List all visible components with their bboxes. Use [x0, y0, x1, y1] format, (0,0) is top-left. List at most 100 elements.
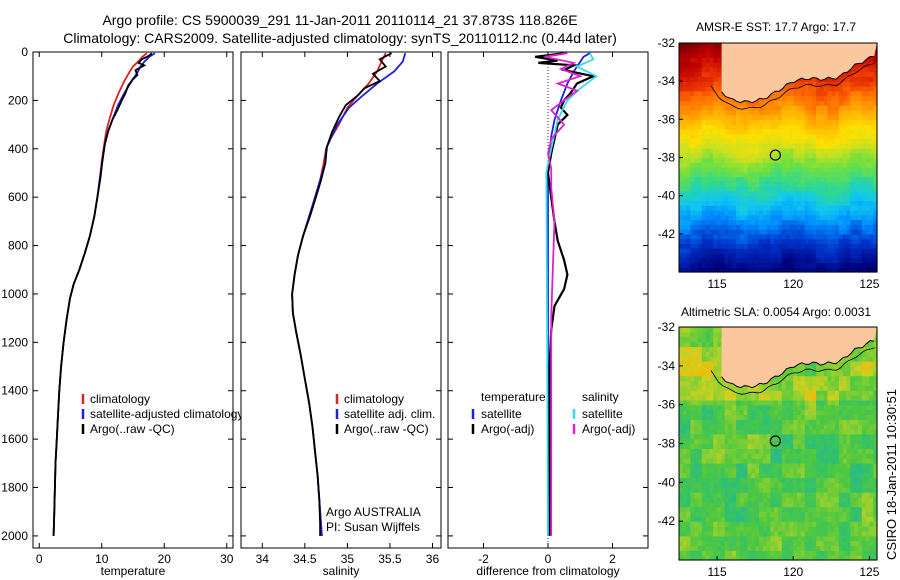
sst_map-cell — [755, 119, 760, 125]
sst_map-cell — [835, 85, 840, 92]
sst_map-cell — [747, 176, 752, 182]
sst_map-cell — [720, 143, 726, 149]
sst_map-cell — [858, 205, 863, 211]
sst_map-cell — [679, 181, 684, 187]
sst_map-cell — [808, 171, 813, 178]
sst_map-cell — [705, 200, 711, 206]
sst_map-cell — [762, 157, 768, 163]
sst_map-cell — [789, 181, 794, 187]
sst_map-cell — [739, 138, 745, 144]
sst_map-cell — [812, 190, 817, 197]
sla_map-cell — [819, 492, 825, 498]
sst_map-cell — [835, 205, 840, 211]
sst_map-cell — [694, 143, 699, 149]
sst_map-cell — [679, 66, 684, 73]
sla_map-cell — [717, 526, 722, 532]
sla_map-cell — [755, 414, 760, 420]
sla_map-cell — [797, 511, 802, 517]
sla_map-cell — [728, 540, 733, 547]
sla_map-cell — [739, 414, 745, 420]
sla_map-cell — [679, 375, 684, 381]
sst_map-cell — [690, 138, 695, 144]
sst_map-cell — [709, 238, 714, 244]
sst_map-cell — [679, 243, 684, 249]
sla_map-cell — [751, 433, 756, 440]
sla_map-cell — [823, 370, 829, 377]
sla_map-cell — [736, 458, 741, 464]
sla_map-cell — [686, 375, 691, 381]
sla_map-cell — [842, 433, 848, 440]
sla_map-cell — [816, 370, 821, 377]
sla_map-cell — [759, 482, 764, 488]
sst_map-cell — [682, 90, 688, 97]
sla_map-cell — [732, 458, 737, 464]
sla_map-cell — [717, 501, 722, 508]
sla_map-cell — [728, 501, 733, 508]
sst_map-cell — [823, 205, 829, 211]
sst_map-cell — [804, 176, 810, 182]
sla_map-cell — [838, 472, 844, 479]
sst_map-cell — [698, 119, 703, 125]
sst_map-cell — [698, 262, 703, 268]
sla_map-cell — [728, 496, 733, 503]
sst_map-cell — [686, 119, 691, 125]
sla_map-cell — [854, 472, 859, 479]
sst_map-cell — [873, 233, 878, 240]
sst_map-cell — [831, 210, 836, 216]
sla_map-cell — [846, 365, 851, 372]
sst_map-cell — [739, 176, 745, 182]
sla_map-cell — [755, 550, 760, 556]
sst_map-cell — [739, 109, 745, 116]
sla_map-cell — [720, 530, 726, 537]
sla_map-cell — [732, 419, 737, 425]
sst_map-cell — [686, 66, 691, 73]
sla_map-cell — [785, 433, 790, 440]
sst_map-cell — [766, 119, 771, 125]
sst_map-cell — [701, 205, 707, 211]
sla_map-cell — [797, 550, 802, 556]
sla_map-cell — [698, 530, 703, 537]
sst_map-cell — [835, 148, 840, 154]
sst_map-cell — [827, 114, 832, 120]
sst_map-cell — [808, 81, 813, 87]
sst_map-cell — [682, 85, 688, 92]
sst_map-cell — [816, 138, 821, 144]
sst_map-cell — [846, 214, 851, 221]
sst_map-cell — [751, 200, 756, 206]
sst_map-cell — [747, 262, 752, 268]
sla_map-cell — [686, 331, 691, 338]
sla_map-cell — [785, 535, 790, 542]
sst_map-cell — [701, 57, 707, 63]
sst_map-cell — [743, 128, 749, 135]
sla_map-cell — [743, 555, 749, 561]
sst_map-cell — [694, 248, 699, 254]
sla_map-cell — [751, 448, 756, 454]
sla_map-cell — [709, 521, 714, 527]
sst_map-cell — [827, 76, 832, 82]
sst_map-cell — [789, 162, 794, 168]
sla_map-cell — [831, 395, 836, 401]
sst_map-cell — [751, 148, 756, 154]
sla_map-cell — [724, 545, 730, 551]
sst_map-cell — [873, 224, 878, 230]
sst_map-cell — [690, 219, 695, 225]
sst_map-cell — [686, 233, 691, 240]
sla_map-cell — [842, 356, 848, 362]
sla_map-cell — [709, 380, 714, 386]
sla_map-cell — [842, 550, 848, 556]
sst_map-cell — [736, 143, 741, 149]
sst_map-cell — [869, 205, 874, 211]
sla_map-cell — [858, 487, 863, 493]
sst_map-cell — [785, 133, 790, 139]
sla_map-cell — [800, 404, 806, 411]
sst_map-cell — [838, 219, 844, 225]
sla_map-cell — [850, 545, 855, 551]
sla_map-cell — [789, 375, 794, 381]
sla_map-cell — [751, 458, 756, 464]
sst_map-cell — [698, 128, 703, 135]
salinity-legend-item: satellite adj. clim. — [344, 407, 435, 421]
sla_map-cell — [694, 496, 699, 503]
sla_map-cell — [854, 492, 859, 498]
sst_map-cell — [846, 109, 851, 116]
sst_map-cell — [701, 128, 707, 135]
